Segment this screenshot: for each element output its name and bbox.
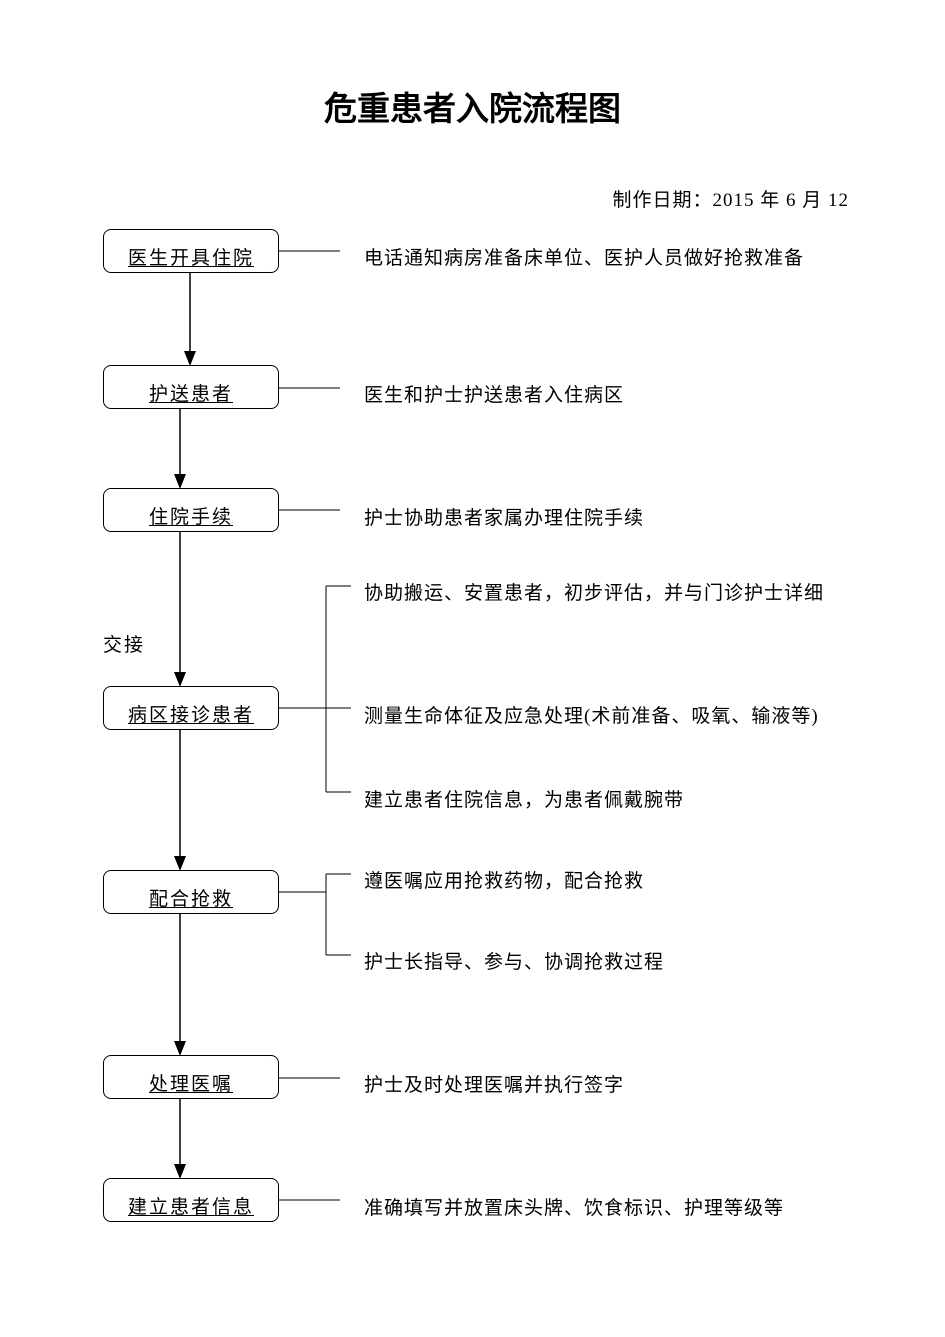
flow-node-7: 建立患者信息 [103,1178,279,1222]
flow-desc: 建立患者住院信息，为患者佩戴腕带 [364,785,684,812]
flow-node-1: 医生开具住院 [103,229,279,273]
flow-node-label: 建立患者信息 [104,1192,278,1219]
flow-desc: 遵医嘱应用抢救药物，配合抢救 [364,866,644,893]
flow-desc: 电话通知病房准备床单位、医护人员做好抢救准备 [364,243,804,270]
date-label: 制作日期：2015 年 6 月 12 [612,185,849,212]
flow-node-label: 配合抢救 [104,884,278,911]
flow-node-2: 护送患者 [103,365,279,409]
flow-desc: 准确填写并放置床头牌、饮食标识、护理等级等 [364,1193,784,1220]
flow-desc: 护士长指导、参与、协调抢救过程 [364,947,664,974]
flow-desc: 测量生命体征及应急处理(术前准备、吸氧、输液等) [364,701,819,728]
flow-node-label: 护送患者 [104,379,278,406]
flow-desc: 协助搬运、安置患者，初步评估，并与门诊护士详细 [364,578,824,605]
page-title: 危重患者入院流程图 [0,82,945,130]
flow-node-label: 处理医嘱 [104,1069,278,1096]
floating-label: 交接 [103,630,145,657]
flow-node-6: 处理医嘱 [103,1055,279,1099]
flow-desc: 护士协助患者家属办理住院手续 [364,503,644,530]
flow-node-3: 住院手续 [103,488,279,532]
flow-node-4: 病区接诊患者 [103,686,279,730]
flow-node-label: 医生开具住院 [104,243,278,270]
flow-desc: 护士及时处理医嘱并执行签字 [364,1070,624,1097]
flow-node-label: 住院手续 [104,502,278,529]
flow-node-5: 配合抢救 [103,870,279,914]
flow-node-label: 病区接诊患者 [104,700,278,727]
flow-desc: 医生和护士护送患者入住病区 [364,380,624,407]
